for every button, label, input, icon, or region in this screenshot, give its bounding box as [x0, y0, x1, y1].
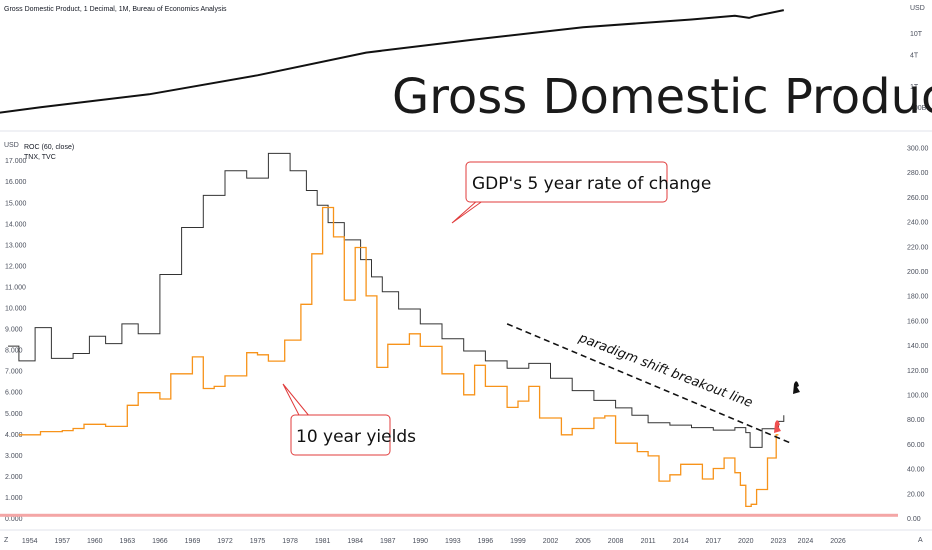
- yield-series-line: [18, 206, 779, 508]
- right-y-tick-label: 60.00: [907, 442, 925, 449]
- yields-callout-box: [290, 414, 391, 456]
- x-tick-label: 2008: [608, 538, 624, 545]
- x-tick-label: 1954: [22, 538, 38, 545]
- footer-left-glyph: Z: [4, 537, 9, 544]
- zero-line: [0, 513, 898, 517]
- left-y-tick-label: 6.000: [5, 390, 23, 397]
- gdp-callout-pointer: [451, 199, 485, 224]
- red-bell-icon: [774, 420, 781, 433]
- left-y-tick-label: 11.000: [5, 284, 26, 291]
- right-y-tick-label: 40.00: [907, 467, 925, 474]
- right-y-tick-label: 260.00: [907, 195, 929, 202]
- left-y-axis: 17.000 16.000 15.000 14.000 13.000 12.000 11.0…: [5, 158, 27, 523]
- right-y-tick-label: 300.00: [907, 146, 929, 153]
- gdp-series-line: [0, 9, 785, 114]
- x-axis: 1954 1957 1960 1963 1966 1969 1972 1975 1978 1981…: [22, 538, 846, 545]
- footer-right-glyph: A: [918, 537, 923, 544]
- x-tick-label: 2005: [575, 538, 591, 545]
- yields-callout-pointer: [282, 383, 311, 418]
- left-y-tick-label: 14.000: [5, 221, 27, 228]
- left-y-tick-label: 3.000: [5, 453, 23, 460]
- gdp-y-tick-label: 1T: [910, 84, 919, 91]
- left-y-tick-label: 17.000: [5, 158, 27, 165]
- left-y-tick-label: 13.000: [5, 242, 27, 249]
- x-tick-label: 2024: [798, 538, 814, 545]
- gdp-pane: [0, 0, 932, 130]
- right-y-tick-label: 160.00: [907, 318, 929, 325]
- right-y-tick-label: 220.00: [907, 244, 929, 251]
- left-y-tick-label: 8.000: [5, 348, 23, 355]
- x-tick-label: 1984: [347, 538, 363, 545]
- gdp-y-tick-label: 10T: [910, 31, 923, 38]
- right-y-tick-label: 120.00: [907, 368, 929, 375]
- roc-series-label: ROC (60, close): [24, 144, 74, 151]
- right-y-tick-label: 0.00: [907, 516, 921, 523]
- x-tick-label: 1996: [478, 538, 494, 545]
- trendline: [506, 323, 790, 444]
- right-y-tick-label: 80.00: [907, 417, 925, 424]
- roc-series-line: [8, 152, 785, 448]
- right-y-tick-label: 20.00: [907, 491, 925, 498]
- x-tick-label: 1969: [185, 538, 201, 545]
- trendline-label: paradigm shift breakout line: [576, 330, 755, 411]
- left-y-tick-label: 0.000: [5, 516, 23, 523]
- gdp-y-tick-label: 400B: [910, 105, 927, 112]
- tnx-series-label: TNX, TVC: [24, 154, 56, 161]
- left-y-tick-label: 10.000: [5, 306, 27, 313]
- left-y-tick-label: 15.000: [5, 200, 27, 207]
- x-tick-label: 1972: [217, 538, 233, 545]
- left-y-tick-label: 9.000: [5, 327, 23, 334]
- left-y-tick-label: 12.000: [5, 263, 27, 270]
- left-y-tick-label: 4.000: [5, 432, 23, 439]
- right-y-axis: 300.00 280.00 260.00 240.00 220.00 200.00 180.…: [907, 146, 929, 524]
- lower-axis-unit: USD: [4, 142, 19, 149]
- x-tick-label: 2026: [830, 538, 846, 545]
- right-y-tick-label: 200.00: [907, 269, 929, 276]
- bell-icon[interactable]: [793, 381, 800, 394]
- x-tick-label: 1990: [413, 538, 429, 545]
- gdp-callout-text: GDP's 5 year rate of change: [472, 174, 711, 194]
- x-tick-label: 1975: [250, 538, 266, 545]
- x-tick-label: 1987: [380, 538, 396, 545]
- x-tick-label: 1957: [54, 538, 70, 545]
- left-y-tick-label: 16.000: [5, 179, 27, 186]
- gdp-y-tick-label: 4T: [910, 52, 919, 59]
- x-tick-label: 2020: [738, 538, 754, 545]
- yields-callout-text: 10 year yields: [296, 427, 416, 447]
- x-tick-label: 2023: [771, 538, 787, 545]
- right-y-tick-label: 240.00: [907, 220, 929, 227]
- gdp-callout-box: [465, 161, 668, 203]
- x-tick-label: 2014: [673, 538, 689, 545]
- x-tick-label: 1963: [120, 538, 136, 545]
- bell-icon[interactable]: [774, 420, 781, 433]
- gdp-y-axis: 10T 4T 1T 400B: [910, 31, 927, 112]
- gdp-series-label: Gross Domestic Product, 1 Decimal, 1M, B…: [4, 6, 227, 13]
- left-y-tick-label: 5.000: [5, 411, 23, 418]
- right-y-tick-label: 140.00: [907, 343, 929, 350]
- x-tick-label: 1960: [87, 538, 103, 545]
- x-tick-label: 1993: [445, 538, 461, 545]
- big-title: Gross Domestic Product: [392, 69, 932, 125]
- left-y-tick-label: 1.000: [5, 495, 23, 502]
- x-tick-label: 1999: [510, 538, 526, 545]
- gdp-axis-unit: USD: [910, 5, 925, 12]
- black-bell-icon: [793, 381, 800, 394]
- x-tick-label: 1966: [152, 538, 168, 545]
- x-tick-label: 2002: [543, 538, 559, 545]
- x-tick-label: 1981: [315, 538, 331, 545]
- right-y-tick-label: 180.00: [907, 294, 929, 301]
- left-y-tick-label: 7.000: [5, 369, 23, 376]
- x-tick-label: 1978: [282, 538, 298, 545]
- x-tick-label: 2017: [705, 538, 721, 545]
- yields-callout: 10 year yields: [282, 383, 416, 456]
- left-y-tick-label: 2.000: [5, 474, 23, 481]
- right-y-tick-label: 100.00: [907, 393, 929, 400]
- gdp-callout: GDP's 5 year rate of change: [451, 161, 711, 224]
- right-y-tick-label: 280.00: [907, 170, 929, 177]
- x-tick-label: 2011: [641, 538, 656, 545]
